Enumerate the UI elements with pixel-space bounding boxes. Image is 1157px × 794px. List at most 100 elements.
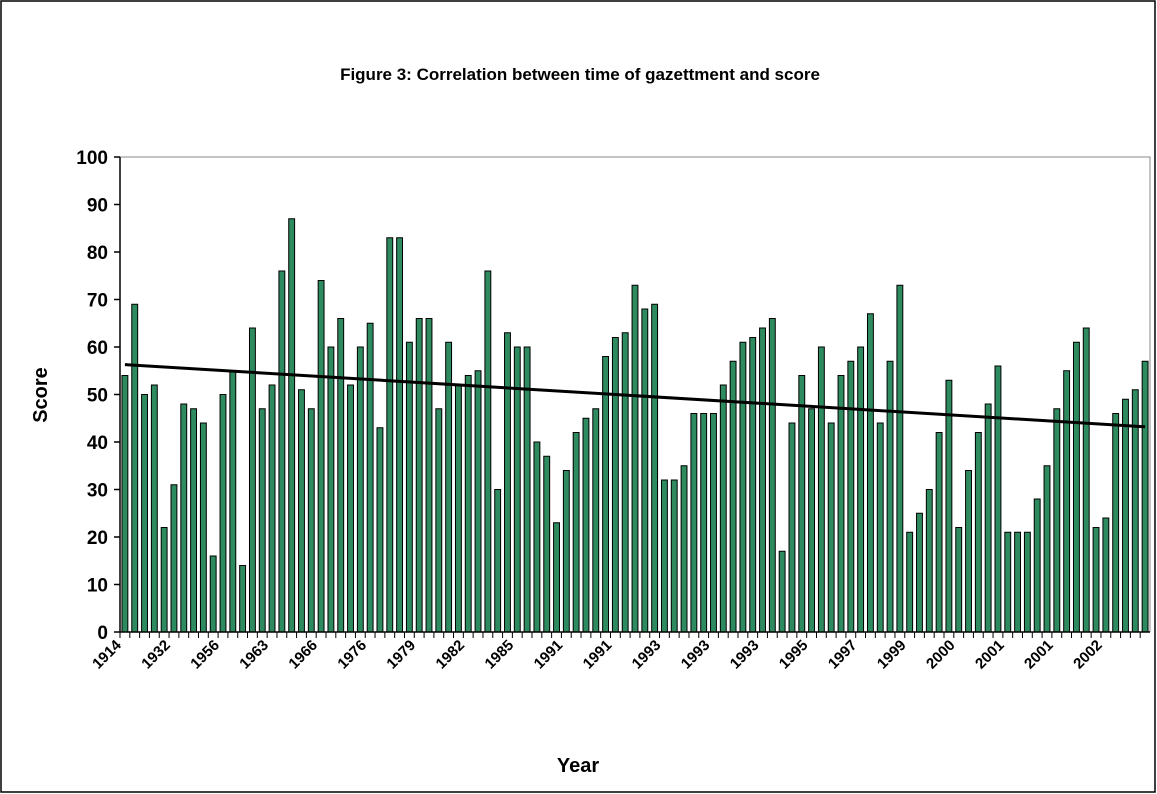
bar bbox=[415, 318, 423, 633]
bar bbox=[356, 346, 364, 633]
bar bbox=[916, 512, 923, 633]
bar bbox=[317, 280, 325, 633]
bar bbox=[405, 341, 413, 633]
bar bbox=[1014, 531, 1022, 633]
bar bbox=[1004, 531, 1012, 633]
bar bbox=[1053, 408, 1061, 633]
bar bbox=[974, 432, 982, 633]
bar bbox=[170, 484, 178, 633]
bar bbox=[896, 284, 904, 633]
bar bbox=[847, 360, 855, 633]
bar bbox=[347, 384, 354, 633]
bar bbox=[1092, 527, 1100, 633]
bar bbox=[1072, 341, 1080, 633]
bar bbox=[710, 413, 717, 633]
y-tick-label: 80 bbox=[87, 243, 108, 264]
bar bbox=[631, 284, 639, 633]
bar bbox=[955, 527, 963, 633]
plot-border bbox=[120, 156, 1151, 632]
bar bbox=[553, 522, 560, 633]
bar bbox=[199, 422, 207, 633]
bar bbox=[464, 375, 472, 633]
bar bbox=[543, 455, 551, 633]
bar bbox=[484, 270, 492, 633]
bar bbox=[827, 422, 835, 633]
y-tick-label: 100 bbox=[76, 148, 108, 169]
bar bbox=[190, 408, 198, 633]
bar bbox=[258, 408, 266, 633]
bar bbox=[366, 322, 374, 633]
bar bbox=[837, 375, 845, 633]
bar bbox=[160, 527, 168, 633]
bar bbox=[229, 370, 237, 633]
bar bbox=[1033, 498, 1041, 633]
bar bbox=[857, 346, 865, 633]
y-tick-label: 10 bbox=[87, 576, 108, 597]
y-tick-label: 70 bbox=[87, 291, 108, 312]
bar bbox=[337, 318, 345, 633]
bar bbox=[1082, 327, 1090, 633]
bar bbox=[768, 318, 776, 633]
bar bbox=[209, 555, 217, 633]
bar bbox=[876, 422, 884, 633]
bar bbox=[798, 375, 806, 633]
bar bbox=[651, 303, 659, 633]
bar bbox=[1063, 370, 1071, 633]
bar bbox=[611, 337, 619, 633]
y-tick-label: 90 bbox=[87, 196, 108, 217]
bar bbox=[1112, 413, 1120, 633]
bar bbox=[435, 408, 443, 633]
y-tick-label: 20 bbox=[87, 528, 108, 549]
bar bbox=[327, 346, 335, 633]
bar bbox=[886, 360, 894, 633]
bar bbox=[307, 408, 315, 633]
bar bbox=[239, 565, 247, 633]
bar bbox=[298, 389, 305, 633]
y-tick-label: 50 bbox=[87, 386, 108, 407]
bar bbox=[808, 408, 816, 633]
bar bbox=[1043, 465, 1051, 633]
bar bbox=[602, 356, 610, 633]
y-tick-label: 40 bbox=[87, 433, 108, 454]
bar bbox=[719, 384, 727, 633]
bar bbox=[504, 332, 511, 633]
bar bbox=[278, 270, 286, 633]
bar bbox=[749, 337, 757, 633]
bar bbox=[131, 303, 139, 633]
bar bbox=[425, 318, 433, 633]
bar bbox=[376, 427, 384, 633]
x-axis-label: Year bbox=[557, 755, 599, 777]
bar bbox=[759, 327, 766, 633]
bar bbox=[680, 465, 688, 633]
bar bbox=[641, 308, 649, 633]
bar bbox=[700, 413, 708, 633]
bar bbox=[994, 365, 1002, 633]
bar bbox=[268, 384, 276, 633]
bar bbox=[494, 489, 502, 633]
bar bbox=[582, 417, 590, 633]
bar bbox=[288, 218, 296, 633]
bar bbox=[984, 403, 992, 633]
bar bbox=[150, 384, 158, 633]
bar bbox=[945, 379, 953, 633]
bar bbox=[180, 403, 188, 633]
bar bbox=[817, 346, 825, 633]
bar bbox=[925, 489, 933, 633]
bar bbox=[533, 441, 541, 633]
y-tick-label: 60 bbox=[87, 338, 108, 359]
bar bbox=[739, 341, 747, 633]
bar bbox=[141, 394, 148, 633]
bar bbox=[935, 432, 943, 633]
bar bbox=[670, 479, 678, 633]
bar bbox=[572, 432, 580, 633]
y-axis-label: Score bbox=[30, 367, 52, 423]
chart-title: Figure 3: Correlation between time of ga… bbox=[340, 65, 820, 84]
bar bbox=[592, 408, 600, 633]
bar bbox=[1102, 517, 1110, 633]
bar bbox=[788, 422, 796, 633]
bar bbox=[866, 313, 874, 633]
y-tick-label: 0 bbox=[97, 623, 108, 644]
bar bbox=[690, 413, 698, 633]
bar bbox=[121, 375, 129, 633]
